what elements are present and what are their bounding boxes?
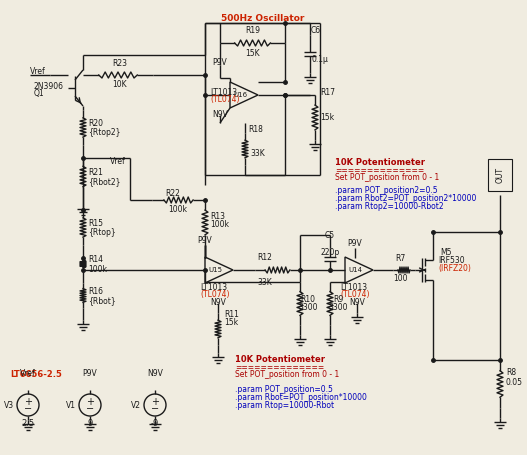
Text: (TL074): (TL074): [340, 290, 369, 299]
Text: Q1: Q1: [34, 89, 45, 98]
Text: R9: R9: [333, 295, 343, 304]
Text: P9V: P9V: [198, 236, 212, 245]
Text: 9: 9: [87, 419, 93, 428]
Text: 2.5: 2.5: [22, 419, 35, 428]
Text: −: −: [24, 404, 32, 414]
Text: −: −: [151, 404, 159, 414]
Text: R7: R7: [395, 254, 405, 263]
Text: (TL074): (TL074): [200, 290, 229, 299]
Text: 0.1μ: 0.1μ: [311, 55, 328, 64]
Text: LT1013: LT1013: [200, 283, 227, 292]
Text: Vref: Vref: [20, 369, 36, 378]
Text: Set POT_position from 0 - 1: Set POT_position from 0 - 1: [335, 173, 439, 182]
Text: R10: R10: [300, 295, 316, 304]
Text: .param POT_position=0.5: .param POT_position=0.5: [235, 385, 333, 394]
Text: LT1013: LT1013: [340, 283, 367, 292]
Text: U15: U15: [208, 267, 222, 273]
Text: R22: R22: [165, 189, 180, 198]
Text: (TL074): (TL074): [210, 95, 239, 104]
Text: Vref: Vref: [110, 157, 126, 166]
Text: V3: V3: [4, 400, 14, 410]
Text: 10K Potentiometer: 10K Potentiometer: [335, 158, 425, 167]
Text: R20: R20: [88, 119, 103, 128]
Text: R16: R16: [88, 287, 103, 296]
Text: P9V: P9V: [83, 369, 97, 378]
Text: U16: U16: [233, 92, 247, 98]
Text: ==============: ==============: [335, 166, 424, 175]
Text: R8: R8: [506, 368, 516, 377]
Text: 15k: 15k: [320, 113, 334, 122]
Text: LT6656-2.5: LT6656-2.5: [10, 370, 62, 379]
Text: 0.05: 0.05: [506, 378, 523, 387]
Text: N9V: N9V: [210, 298, 226, 307]
Text: 100k: 100k: [210, 220, 229, 229]
Text: 100: 100: [393, 274, 407, 283]
Text: C6: C6: [311, 26, 321, 35]
Text: {Rbot}: {Rbot}: [88, 296, 116, 305]
Text: N9V: N9V: [147, 369, 163, 378]
Text: R23: R23: [112, 59, 128, 68]
Text: Vref: Vref: [30, 67, 46, 76]
Text: C5: C5: [325, 231, 335, 240]
Text: +: +: [86, 397, 94, 407]
Text: R13: R13: [210, 212, 225, 221]
Text: .param Rbot2=POT_position2*10000: .param Rbot2=POT_position2*10000: [335, 194, 476, 203]
Text: R14: R14: [88, 256, 103, 264]
Text: Set POT_position from 0 - 1: Set POT_position from 0 - 1: [235, 370, 339, 379]
Text: .param Rtop2=10000-Rbot2: .param Rtop2=10000-Rbot2: [335, 202, 444, 211]
Text: .param Rbot=POT_position*10000: .param Rbot=POT_position*10000: [235, 393, 367, 402]
Text: N9V: N9V: [349, 298, 365, 307]
Text: R19: R19: [246, 26, 260, 35]
Text: R12: R12: [258, 253, 272, 262]
Text: .param Rtop=10000-Rbot: .param Rtop=10000-Rbot: [235, 401, 334, 410]
Text: R21: R21: [88, 168, 103, 177]
Text: P9V: P9V: [348, 239, 363, 248]
Text: R15: R15: [88, 219, 103, 228]
Text: P9V: P9V: [212, 58, 227, 67]
Text: R18: R18: [248, 125, 263, 134]
Text: 500Hz Oscillator: 500Hz Oscillator: [221, 14, 305, 23]
Text: ==============: ==============: [235, 363, 324, 372]
Text: -9: -9: [151, 419, 159, 428]
Text: M5: M5: [440, 248, 452, 257]
Text: {Rtop2}: {Rtop2}: [88, 128, 121, 137]
Text: V2: V2: [131, 400, 141, 410]
Text: 33K: 33K: [250, 150, 265, 158]
Text: N9V: N9V: [212, 110, 228, 119]
Text: 100k: 100k: [88, 264, 107, 273]
Text: 3300: 3300: [298, 303, 318, 312]
Text: LT1013: LT1013: [210, 88, 237, 97]
Text: R17: R17: [320, 88, 335, 97]
Text: +: +: [151, 397, 159, 407]
Text: 15k: 15k: [224, 318, 238, 327]
Text: U14: U14: [348, 267, 362, 273]
Text: {Rbot2}: {Rbot2}: [88, 177, 121, 186]
Text: 100k: 100k: [168, 205, 187, 214]
Text: (IRFZ20): (IRFZ20): [438, 264, 471, 273]
Text: 2N3906: 2N3906: [34, 82, 64, 91]
Text: 33K: 33K: [258, 278, 272, 287]
Text: −: −: [86, 404, 94, 414]
Text: 10K Potentiometer: 10K Potentiometer: [235, 355, 325, 364]
Text: 220p: 220p: [320, 248, 339, 257]
Text: .param POT_position2=0.5: .param POT_position2=0.5: [335, 186, 437, 195]
Text: 3300: 3300: [328, 303, 348, 312]
Text: {Rtop}: {Rtop}: [88, 228, 116, 237]
Text: R11: R11: [224, 310, 239, 319]
Text: 15K: 15K: [245, 49, 260, 58]
Text: IRF530: IRF530: [438, 256, 465, 265]
Text: +: +: [24, 397, 32, 407]
Text: 10K: 10K: [113, 80, 128, 89]
Text: V1: V1: [66, 400, 76, 410]
Text: OUT: OUT: [495, 167, 504, 183]
